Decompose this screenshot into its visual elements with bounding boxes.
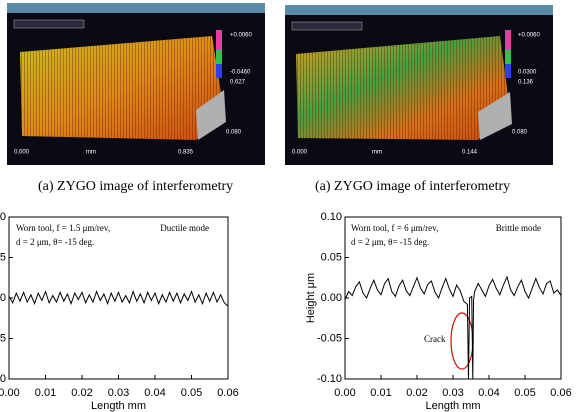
scale-label: -0.0460: [230, 70, 251, 76]
zygo-image: [7, 3, 265, 165]
zygo-image: [285, 5, 553, 165]
y-tick-label: 0.10: [321, 211, 342, 223]
y-axis-label: Height μm: [305, 273, 317, 323]
y-tick-label: -0.05: [0, 332, 6, 344]
x-tick-label: 0.04: [478, 387, 499, 399]
scale-label: +0.0060: [518, 33, 541, 39]
scale-label: 0.627: [230, 80, 246, 86]
annotation: Brittle mode: [496, 223, 541, 233]
scale-label: mm: [372, 150, 382, 156]
y-tick-label: 0.05: [321, 251, 342, 263]
y-tick-label: 0.05: [0, 251, 6, 263]
data-line: [8, 290, 229, 307]
annotation: d = 2 μm, θ= -15 deg.: [351, 237, 429, 247]
scale-label: 0.144: [462, 150, 478, 156]
scale-label: 0.000: [292, 150, 308, 156]
x-tick-label: 0.01: [370, 387, 391, 399]
scale-label: 0.136: [518, 80, 534, 86]
scale-label: 0.080: [226, 130, 242, 136]
scale-label: +0.0060: [230, 33, 253, 39]
y-tick-label: -0.10: [0, 373, 6, 385]
scale-label: 0.0300: [518, 70, 537, 76]
annotation: Crack: [424, 334, 446, 344]
x-axis-label: Length mm: [91, 400, 146, 412]
x-tick-label: 0.00: [0, 387, 20, 399]
x-tick-label: 0.03: [108, 387, 129, 399]
scale-label: 0.835: [178, 150, 194, 156]
x-tick-label: 0.05: [514, 387, 535, 399]
caption: (a) ZYGO image of interferometry: [38, 179, 233, 194]
x-tick-label: 0.03: [442, 387, 463, 399]
x-tick-label: 0.01: [35, 387, 56, 399]
x-tick-label: 0.00: [334, 387, 355, 399]
x-tick-label: 0.02: [71, 387, 92, 399]
x-tick-label: 0.02: [406, 387, 427, 399]
scale-label: mm: [86, 150, 96, 156]
x-tick-label: 0.04: [144, 387, 165, 399]
data-line: [344, 275, 562, 380]
y-tick-label: -0.10: [317, 373, 342, 385]
y-tick-label: 0.00: [321, 292, 342, 304]
y-tick-label: 0.00: [0, 292, 6, 304]
annotation: Worn tool, f = 1.5 μm/rev,: [16, 223, 110, 233]
x-axis-label: Length mm: [425, 400, 480, 412]
scale-label: 0.080: [512, 130, 528, 136]
scale-label: 0.000: [14, 150, 30, 156]
caption: (a) ZYGO image of interferometry: [315, 179, 510, 194]
annotation: d = 2 μm, θ= -15 deg.: [16, 237, 94, 247]
x-tick-label: 0.06: [217, 387, 238, 399]
x-tick-label: 0.05: [181, 387, 202, 399]
annotation: Worn tool, f = 6 μm/rev,: [351, 223, 438, 233]
y-tick-label: -0.05: [317, 332, 342, 344]
y-tick-label: 0.10: [0, 211, 6, 223]
annotation: Ductile mode: [160, 223, 209, 233]
x-tick-label: 0.06: [550, 387, 571, 399]
